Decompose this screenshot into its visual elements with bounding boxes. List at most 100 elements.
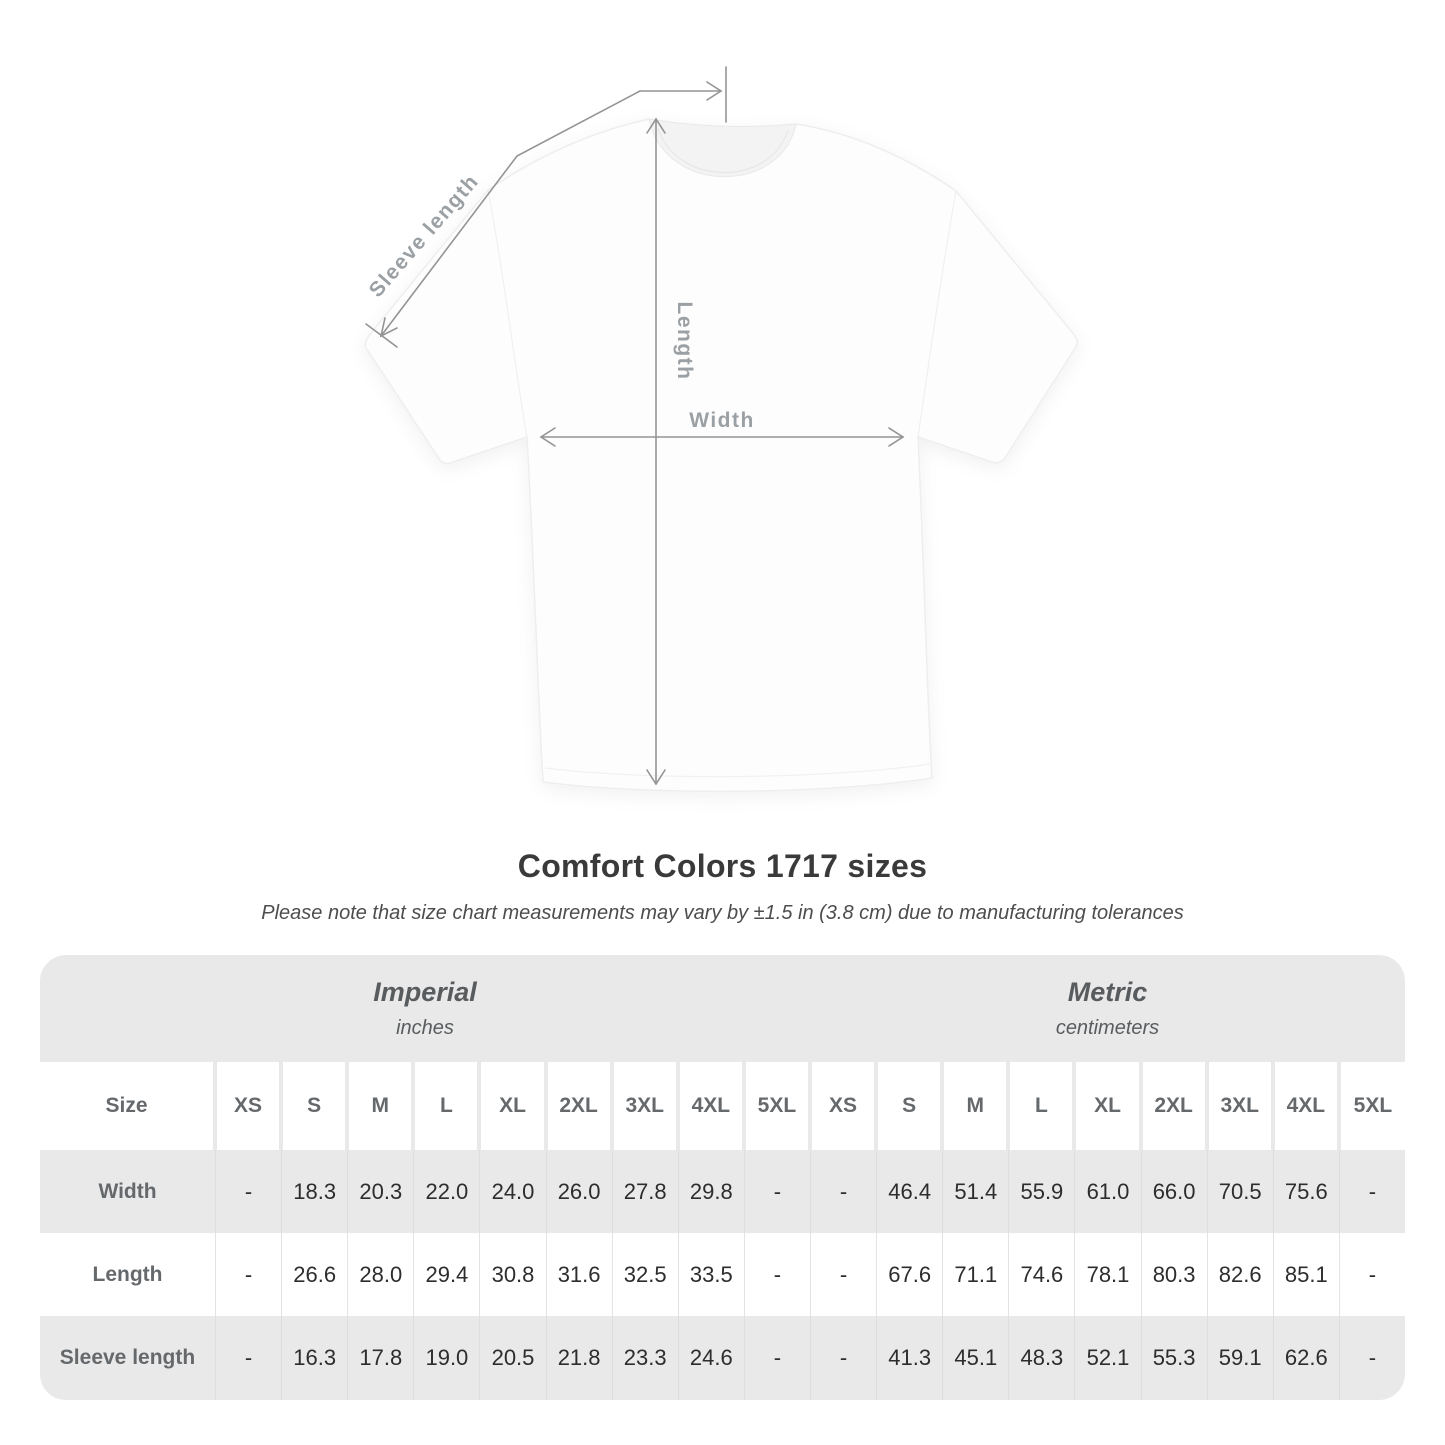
collar-seam xyxy=(657,127,789,174)
value-cell: 30.8 xyxy=(479,1233,545,1316)
value-cell: 31.6 xyxy=(545,1233,612,1316)
table-row-sleeve-length: Sleeve length - 16.3 17.8 19.0 20.5 21.8… xyxy=(40,1316,1405,1400)
value-cell: 61.0 xyxy=(1074,1150,1140,1233)
row-label: Sleeve length xyxy=(59,1346,196,1369)
size-header-metric: 3XL xyxy=(1208,1062,1271,1150)
value-cell: 52.1 xyxy=(1074,1316,1140,1400)
size-header-metric: XL xyxy=(1076,1062,1139,1150)
metric-header: Metric centimeters xyxy=(810,955,1405,1062)
value-cell: 17.8 xyxy=(347,1316,413,1400)
value-cell: 67.6 xyxy=(876,1233,942,1316)
value-cell: 41.3 xyxy=(876,1316,942,1400)
imperial-header: Imperial inches xyxy=(40,955,810,1062)
value-cell: 55.3 xyxy=(1140,1316,1207,1400)
size-header-imperial: 4XL xyxy=(679,1062,742,1150)
value-cell: 70.5 xyxy=(1206,1150,1273,1233)
metric-unit: centimeters xyxy=(1055,1017,1160,1039)
value-cell: 26.0 xyxy=(545,1150,612,1233)
right-sleeve-seam xyxy=(917,190,957,438)
size-header-imperial: 5XL xyxy=(745,1062,808,1150)
value-cell: 74.6 xyxy=(1008,1233,1074,1316)
left-sleeve-seam xyxy=(487,189,528,438)
value-cell: 29.4 xyxy=(413,1233,479,1316)
value-cell: 21.8 xyxy=(545,1316,612,1400)
value-cell: - xyxy=(810,1233,876,1316)
tshirt-measurement-diagram: Sleeve length Length Width xyxy=(364,66,1078,793)
value-cell: 51.4 xyxy=(942,1150,1008,1233)
value-cell: - xyxy=(743,1150,810,1233)
value-cell: 75.6 xyxy=(1272,1150,1339,1233)
value-cell: 82.6 xyxy=(1206,1233,1273,1316)
table-row-width: Width - 18.3 20.3 22.0 24.0 26.0 27.8 29… xyxy=(40,1150,1405,1233)
size-header-metric: 4XL xyxy=(1274,1062,1337,1150)
size-header-imperial: M xyxy=(349,1062,412,1150)
value-cell: - xyxy=(215,1233,281,1316)
value-cell: - xyxy=(1338,1150,1405,1233)
size-header-imperial: XL xyxy=(481,1062,544,1150)
size-header-imperial: 2XL xyxy=(547,1062,610,1150)
tshirt-diagram-svg: Sleeve length Length Width xyxy=(364,66,1078,793)
row-label: Width xyxy=(98,1179,157,1203)
value-cell: 62.6 xyxy=(1272,1316,1339,1400)
value-cell: 19.0 xyxy=(413,1316,479,1400)
value-cell: 20.5 xyxy=(479,1316,545,1400)
value-cell: 55.9 xyxy=(1008,1150,1074,1233)
length-measure-line xyxy=(646,117,666,786)
value-cell: 80.3 xyxy=(1140,1233,1207,1316)
value-cell: - xyxy=(215,1150,281,1233)
tshirt-illustration xyxy=(364,118,1078,793)
size-header-metric: M xyxy=(944,1062,1007,1150)
size-table: Imperial inches Metric centimeters Size … xyxy=(40,955,1405,1400)
value-cell: 23.3 xyxy=(611,1316,678,1400)
value-cell: 29.8 xyxy=(677,1150,744,1233)
value-cell: - xyxy=(743,1233,810,1316)
measurement-lines xyxy=(365,66,905,786)
value-cell: - xyxy=(1338,1233,1405,1316)
value-cell: 18.3 xyxy=(281,1150,347,1233)
row-label: Length xyxy=(92,1262,163,1286)
value-cell: 78.1 xyxy=(1074,1233,1140,1316)
size-header-imperial: S xyxy=(283,1062,346,1150)
value-cell: 59.1 xyxy=(1206,1316,1273,1400)
imperial-unit: inches xyxy=(396,1017,454,1039)
value-cell: 28.0 xyxy=(347,1233,413,1316)
value-cell: 16.3 xyxy=(281,1316,347,1400)
value-cell: 27.8 xyxy=(611,1150,678,1233)
size-header-metric: XS xyxy=(812,1062,875,1150)
size-header-metric: S xyxy=(878,1062,941,1150)
metric-title: Metric xyxy=(1067,977,1148,1007)
sleeve-length-measure-line xyxy=(365,66,727,348)
value-cell: 32.5 xyxy=(611,1233,678,1316)
value-cell: 24.0 xyxy=(479,1150,545,1233)
value-cell: - xyxy=(743,1316,810,1400)
value-cell: - xyxy=(810,1150,876,1233)
value-cell: 26.6 xyxy=(281,1233,347,1316)
value-cell: 66.0 xyxy=(1140,1150,1207,1233)
value-cell: 48.3 xyxy=(1008,1316,1074,1400)
value-cell: - xyxy=(215,1316,281,1400)
size-header-row: Size XS S M L XL 2XL 3XL 4XL 5XL XS S M … xyxy=(40,1062,1405,1150)
hem-seam xyxy=(544,763,931,778)
page-title: Comfort Colors 1717 sizes xyxy=(517,848,928,884)
size-header-imperial: XS xyxy=(217,1062,280,1150)
size-column-header: Size xyxy=(40,1062,213,1150)
value-cell: 22.0 xyxy=(413,1150,479,1233)
value-cell: 85.1 xyxy=(1272,1233,1339,1316)
value-cell: - xyxy=(1338,1316,1405,1400)
size-header-metric: 2XL xyxy=(1142,1062,1205,1150)
heading-block: Comfort Colors 1717 sizes Please note th… xyxy=(0,848,1445,925)
value-cell: 24.6 xyxy=(677,1316,744,1400)
value-cell: 71.1 xyxy=(942,1233,1008,1316)
width-measure-line xyxy=(539,427,905,447)
size-header-metric: 5XL xyxy=(1340,1062,1405,1150)
length-label: Length xyxy=(673,302,696,381)
size-header-imperial: 3XL xyxy=(613,1062,676,1150)
value-cell: 20.3 xyxy=(347,1150,413,1233)
width-label: Width xyxy=(689,409,755,432)
value-cell: 45.1 xyxy=(942,1316,1008,1400)
unit-band-row: Imperial inches Metric centimeters xyxy=(40,955,1405,1062)
value-cell: 33.5 xyxy=(677,1233,744,1316)
size-header-metric: L xyxy=(1010,1062,1073,1150)
imperial-title: Imperial xyxy=(373,977,477,1007)
